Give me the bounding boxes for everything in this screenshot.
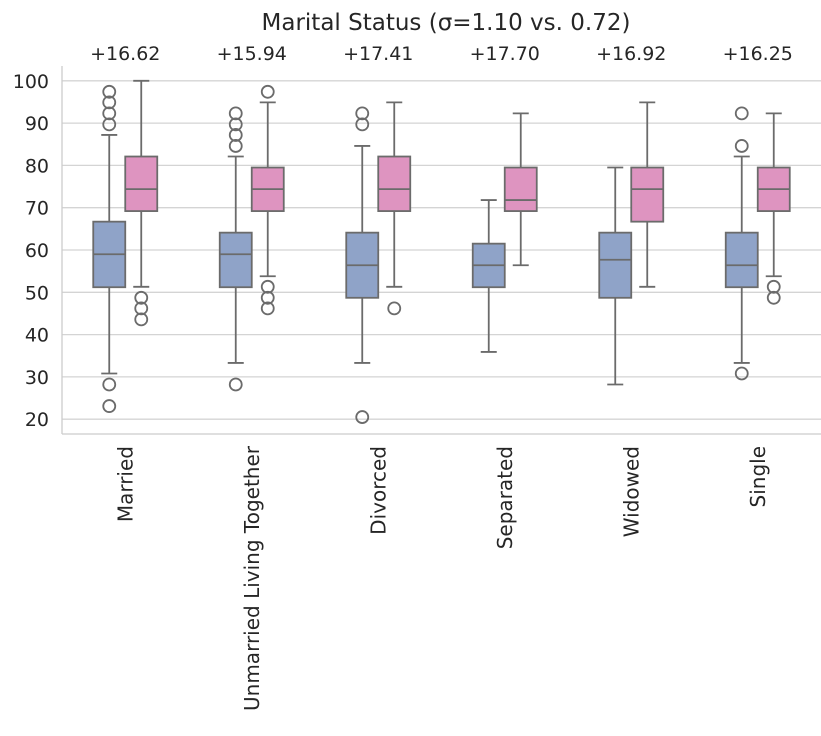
outlier-point [228, 377, 243, 392]
y-tick-label-90: 90 [25, 113, 49, 135]
box-group-s0-0 [92, 84, 127, 413]
y-tick-labels: 20 30 40 50 60 70 80 90 100 [13, 71, 49, 431]
outlier-point [734, 366, 749, 381]
box-group-s1-1 [250, 84, 285, 316]
difference-label: +16.92 [596, 43, 666, 65]
box-iqr [218, 231, 253, 289]
box-group-s1-5 [756, 112, 791, 305]
difference-label: +15.94 [217, 43, 287, 65]
y-tick-label-60: 60 [25, 240, 49, 262]
box-group-s1-3 [503, 112, 538, 267]
difference-label: +17.70 [470, 43, 540, 65]
category-label: Married [113, 446, 137, 522]
outlier-point [134, 290, 149, 305]
category-label: Separated [493, 446, 517, 549]
outlier-point [102, 95, 117, 110]
outlier-point [766, 279, 781, 294]
box-iqr [630, 166, 665, 223]
outlier-point [355, 117, 370, 132]
box-group-s1-2 [377, 101, 412, 316]
outlier-point [387, 301, 402, 316]
y-tick-label-30: 30 [25, 367, 49, 389]
gridlines [62, 80, 821, 420]
outlier-point [355, 106, 370, 121]
box-plots [92, 79, 791, 424]
category-labels: Married Unmarried Living Together Divorced… [113, 445, 770, 711]
outlier-point [134, 312, 149, 327]
outlier-point [260, 301, 275, 316]
outlier-point [228, 117, 243, 132]
axes [61, 66, 821, 435]
difference-label: +17.41 [343, 43, 413, 65]
box-group-s0-5 [724, 106, 759, 381]
outlier-point [228, 128, 243, 142]
outlier-point [734, 139, 749, 153]
outlier-point [102, 377, 117, 392]
difference-annotations: +16.62 +15.94 +17.41 +17.70 +16.92 +16.25 [90, 43, 793, 65]
outlier-point [134, 301, 149, 316]
y-tick-label-70: 70 [25, 198, 49, 220]
outlier-point [260, 290, 275, 305]
box-iqr [124, 155, 159, 212]
outlier-point [260, 279, 275, 294]
category-label: Widowed [619, 446, 643, 537]
outlier-point [355, 410, 370, 424]
outlier-point [260, 84, 275, 99]
outlier-point [734, 106, 749, 121]
outlier-point [102, 106, 117, 121]
box-group-s0-2 [345, 106, 380, 424]
difference-label: +16.25 [723, 43, 793, 65]
box-group-s1-4 [630, 101, 665, 288]
box-group-s0-4 [598, 166, 633, 386]
box-iqr [377, 155, 412, 212]
outlier-point [766, 290, 781, 305]
outlier-point [102, 399, 117, 413]
outlier-point [102, 117, 117, 132]
y-tick-label-40: 40 [25, 325, 49, 347]
category-label: Unmarried Living Together [240, 445, 264, 711]
outlier-point [102, 84, 117, 99]
difference-label: +16.62 [90, 43, 160, 65]
box-group-s1-0 [124, 79, 159, 327]
y-tick-label-100: 100 [13, 71, 49, 93]
category-label: Single [746, 446, 770, 507]
y-tick-label-50: 50 [25, 282, 49, 304]
box-iqr [598, 231, 633, 299]
box-iqr [724, 231, 759, 289]
outlier-point [228, 139, 243, 153]
box-group-s0-1 [218, 106, 253, 392]
box-group-s0-3 [471, 199, 506, 353]
y-tick-label-80: 80 [25, 155, 49, 177]
box-iqr [503, 166, 538, 212]
y-tick-label-20: 20 [25, 409, 49, 431]
chart-title: Marital Status (σ=1.10 vs. 0.72) [262, 10, 631, 36]
outlier-point [228, 106, 243, 121]
category-label: Divorced [366, 446, 390, 535]
